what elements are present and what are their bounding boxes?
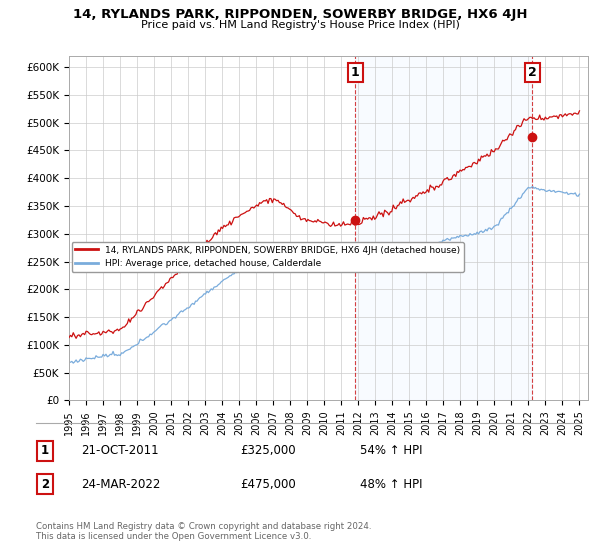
Text: 2: 2 <box>41 478 49 491</box>
Text: 48% ↑ HPI: 48% ↑ HPI <box>360 478 422 491</box>
Text: 24-MAR-2022: 24-MAR-2022 <box>81 478 160 491</box>
Text: 1: 1 <box>350 66 359 80</box>
Text: Contains HM Land Registry data © Crown copyright and database right 2024.
This d: Contains HM Land Registry data © Crown c… <box>36 522 371 542</box>
Text: 1: 1 <box>41 444 49 458</box>
Text: 14, RYLANDS PARK, RIPPONDEN, SOWERBY BRIDGE, HX6 4JH: 14, RYLANDS PARK, RIPPONDEN, SOWERBY BRI… <box>73 8 527 21</box>
Text: £325,000: £325,000 <box>240 444 296 458</box>
Text: 21-OCT-2011: 21-OCT-2011 <box>81 444 158 458</box>
Text: 54% ↑ HPI: 54% ↑ HPI <box>360 444 422 458</box>
Legend: 14, RYLANDS PARK, RIPPONDEN, SOWERBY BRIDGE, HX6 4JH (detached house), HPI: Aver: 14, RYLANDS PARK, RIPPONDEN, SOWERBY BRI… <box>71 242 464 272</box>
Text: Price paid vs. HM Land Registry's House Price Index (HPI): Price paid vs. HM Land Registry's House … <box>140 20 460 30</box>
Text: £475,000: £475,000 <box>240 478 296 491</box>
Bar <box>355 56 532 400</box>
Text: 2: 2 <box>528 66 537 80</box>
